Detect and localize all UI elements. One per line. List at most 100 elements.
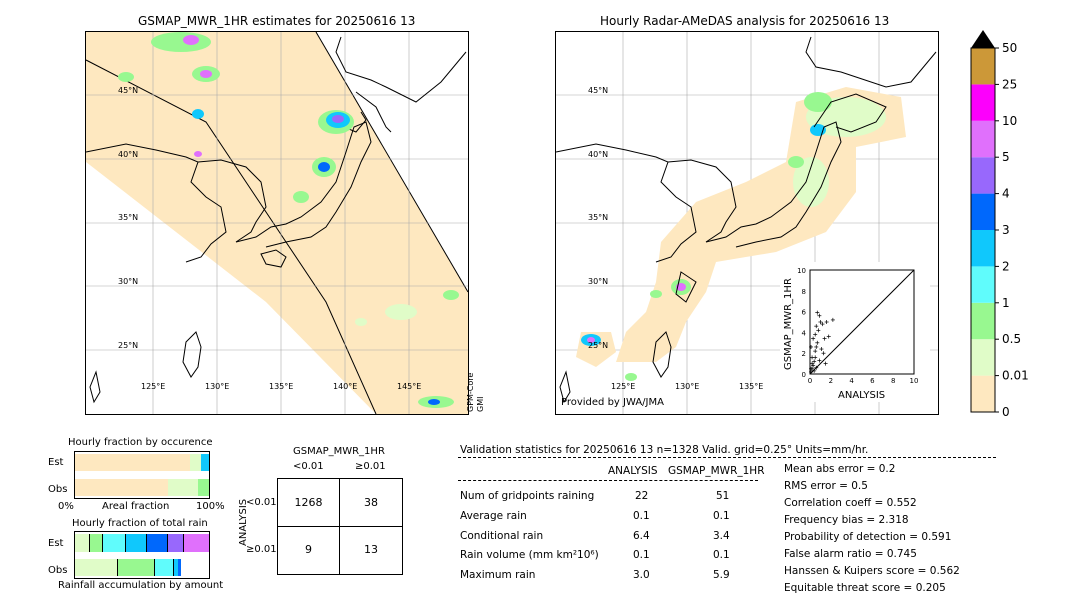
stat-a-0: 22: [635, 490, 649, 502]
scatter-xtick: 0: [808, 377, 812, 385]
scatter-point: [817, 313, 822, 318]
scatter-point: [819, 347, 824, 352]
colorbar-tick-label: 2: [1002, 259, 1010, 273]
score-7: Equitable threat score = 0.205: [784, 582, 946, 594]
colorbar-segment: [971, 157, 995, 194]
total-obs-seg-3: [155, 559, 174, 576]
colorbar-tick-label: 0.5: [1002, 332, 1021, 346]
colorbar-segment: [971, 48, 995, 85]
radar-rain: [581, 92, 886, 381]
stat-label-2: Conditional rain: [460, 530, 544, 542]
scatter-ytick: 4: [802, 329, 807, 337]
occurrence-xlabel: Areal fraction: [102, 501, 170, 512]
scatter-point: [809, 366, 814, 371]
colorbar-segment: [971, 230, 995, 267]
left-lon-125: 125°E: [141, 382, 166, 391]
stat-g-0: 51: [716, 490, 730, 502]
scatter-point: [815, 310, 820, 315]
rain-patches: [118, 32, 459, 408]
score-3: Frequency bias = 2.318: [784, 514, 909, 526]
scatter-point: [818, 320, 823, 324]
score-6: Hanssen & Kuipers score = 0.562: [784, 565, 960, 577]
total-est-seg-2: [90, 534, 103, 552]
occurrence-est-heavy: [201, 454, 209, 471]
total-rain-obs-label: Obs: [48, 565, 68, 576]
scatter-diagonal: [809, 269, 915, 375]
scatter-inset: 0 0 2 2 4 4 6 6 8 8 10 10: [780, 262, 930, 402]
colorbar-segment: [971, 193, 995, 230]
left-map-svg: [86, 32, 468, 414]
colorbar-extend-arrow: [971, 30, 995, 48]
scatter-point: [820, 322, 825, 327]
total-rain-est-label: Est: [48, 538, 64, 549]
colorbar-segment: [971, 375, 995, 412]
left-lat-45: 45°N: [118, 86, 139, 95]
col-analysis: ANALYSIS: [608, 465, 658, 477]
total-obs-seg-4: [174, 559, 178, 576]
scatter-xtick: 4: [849, 377, 854, 385]
scatter-point: [816, 328, 821, 333]
scatter-point: [813, 332, 818, 337]
col-gsmap: GSMAP_MWR_1HR: [668, 465, 765, 477]
scatter-point: [813, 349, 818, 354]
occurrence-x1: 100%: [196, 501, 225, 512]
contingency-title: GSMAP_MWR_1HR: [293, 446, 385, 457]
scatter-point: [817, 358, 822, 363]
scatter-point: [811, 363, 816, 368]
scatter-point: [810, 361, 815, 366]
scatter-point: [812, 368, 817, 373]
right-lat-25: 25°N: [588, 341, 609, 350]
colorbar-segment: [971, 120, 995, 158]
satellite-label-2: GMI: [476, 396, 485, 412]
contingency-v11: 1268: [294, 496, 323, 509]
total-est-seg-7: [184, 534, 209, 552]
colorbar-tick-label: 0.01: [1002, 369, 1028, 383]
total-est-seg-5: [147, 534, 168, 552]
score-4: Probability of detection = 0.591: [784, 531, 952, 543]
left-lon-140: 140°E: [333, 382, 358, 391]
right-map-svg: [556, 32, 938, 414]
scatter-point: [814, 365, 819, 370]
colorbar-segment: [971, 266, 995, 303]
contingency-row1: <0.01: [246, 497, 277, 508]
stat-label-3: Rain volume (mm km²10⁶): [460, 549, 599, 561]
scatter-point: [823, 361, 828, 366]
score-1: RMS error = 0.5: [784, 480, 868, 492]
score-2: Correlation coeff = 0.552: [784, 497, 917, 509]
scatter-ytick: 0: [802, 371, 806, 379]
stat-label-4: Maximum rain: [460, 569, 536, 581]
satellite-label-1: GPM-Core: [466, 372, 475, 412]
occurrence-x0: 0%: [58, 501, 74, 512]
total-est-seg-1: [75, 534, 90, 552]
data-credit: Provided by JWA/JMA: [561, 397, 664, 408]
colorbar-tick-label: 10: [1002, 114, 1017, 128]
right-lon-130: 130°E: [675, 382, 700, 391]
contingency-v12: 38: [364, 496, 378, 509]
stat-g-2: 3.4: [713, 530, 730, 542]
scatter-ytick: 8: [802, 288, 806, 296]
total-est-seg-6: [168, 534, 184, 552]
right-lat-30: 30°N: [588, 277, 609, 286]
occurrence-obs-label: Obs: [48, 484, 68, 495]
total-rain-xlabel: Rainfall accumulation by amount: [58, 580, 224, 591]
contingency-col1: <0.01: [293, 461, 324, 472]
occurrence-obs-heavy: [198, 479, 209, 496]
occurrence-frame: [74, 451, 210, 499]
left-lat-35: 35°N: [118, 213, 139, 222]
right-lon-135: 135°E: [739, 382, 764, 391]
scatter-svg: 00 2 2 4 4 6 6 8 8 10 10: [797, 267, 918, 385]
scatter-ytick: 2: [802, 350, 806, 358]
scatter-xlabel: ANALYSIS: [838, 390, 886, 401]
colorbar-tick-label: 50: [1002, 41, 1017, 55]
score-5: False alarm ratio = 0.745: [784, 548, 917, 560]
scatter-point: [815, 340, 820, 345]
left-lon-145: 145°E: [397, 382, 422, 391]
occurrence-obs-light: [168, 479, 198, 496]
colorbar-tick-label: 0: [1002, 405, 1010, 418]
stat-g-4: 5.9: [713, 569, 730, 581]
scatter-point: [812, 359, 817, 364]
total-obs-seg-5: [178, 559, 181, 576]
left-lat-40: 40°N: [118, 150, 139, 159]
scatter-xtick: 6: [870, 377, 875, 385]
occurrence-est-label: Est: [48, 457, 64, 468]
